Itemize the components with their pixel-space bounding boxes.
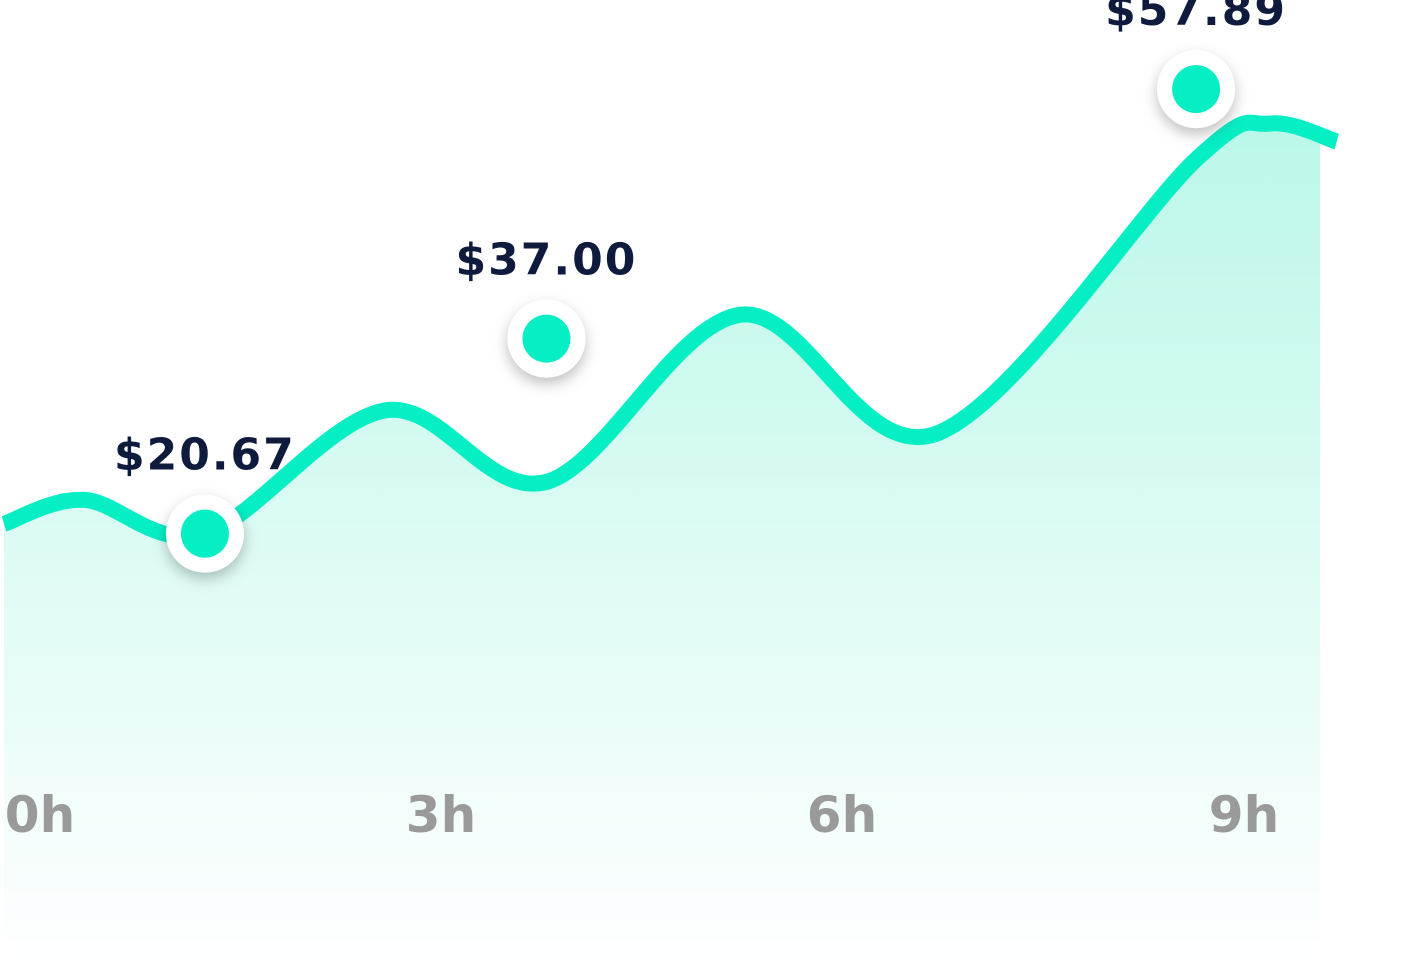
- guide-lines: [208, 127, 1207, 840]
- marker-dot: [522, 314, 571, 363]
- data-point-marker[interactable]: [165, 494, 244, 573]
- data-point-marker[interactable]: [507, 299, 586, 378]
- x-tick-label: 3h: [406, 786, 476, 844]
- value-label: $57.89: [1105, 0, 1287, 36]
- value-label: $37.00: [456, 235, 638, 286]
- x-tick-label: 0h: [5, 786, 75, 844]
- x-axis-ticks: 0h 3h 6h 9h: [5, 786, 1279, 844]
- value-label: $20.67: [114, 430, 296, 481]
- x-tick-label: 6h: [807, 786, 877, 844]
- marker-dot: [180, 509, 229, 558]
- data-point-marker[interactable]: [1157, 50, 1236, 129]
- markers: [165, 50, 1236, 573]
- value-labels: $20.67 $37.00 $57.89: [114, 0, 1287, 481]
- area-fill: [4, 122, 1337, 960]
- marker-dot: [1172, 65, 1221, 114]
- x-tick-label: 9h: [1209, 786, 1279, 844]
